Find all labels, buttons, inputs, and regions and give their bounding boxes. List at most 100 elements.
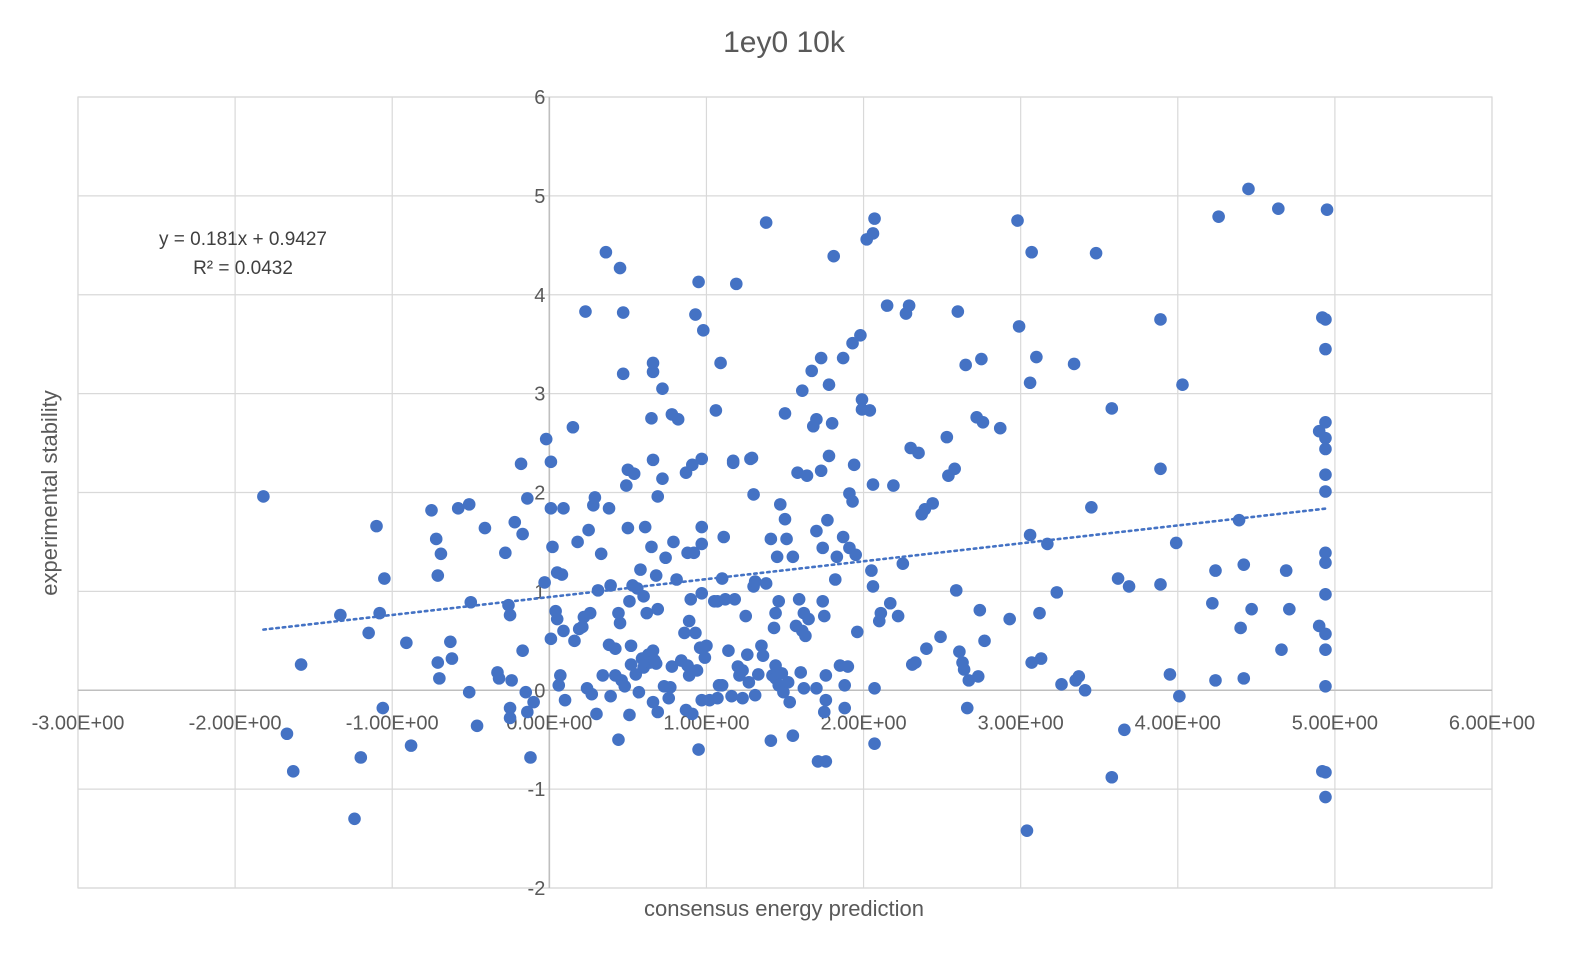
data-point [1237, 672, 1251, 685]
x-tick-label: 6.00E+00 [1449, 712, 1535, 734]
data-point [695, 587, 709, 600]
data-point [940, 430, 954, 444]
data-point [478, 521, 492, 535]
data-point [1319, 766, 1332, 779]
data-point [425, 503, 438, 517]
data-point [748, 575, 762, 588]
data-point [828, 573, 842, 586]
data-point [434, 547, 448, 561]
data-point [957, 663, 971, 676]
data-point [786, 729, 800, 743]
data-point [1232, 513, 1246, 527]
data-point [527, 695, 540, 709]
data-point [1169, 536, 1183, 550]
data-point [849, 548, 862, 562]
data-point [646, 453, 660, 467]
data-point [505, 674, 518, 687]
data-point [1041, 537, 1054, 551]
data-point [714, 356, 727, 370]
data-point [464, 595, 478, 609]
data-point [502, 598, 515, 612]
data-point [1237, 558, 1251, 571]
data-point [742, 676, 756, 689]
data-point [521, 705, 534, 719]
data-point [1089, 246, 1103, 260]
data-point [348, 812, 361, 826]
data-point [613, 261, 627, 275]
data-point [717, 530, 731, 544]
data-point [1111, 572, 1125, 585]
data-point [1319, 679, 1332, 693]
x-tick-label: -3.00E+00 [32, 712, 125, 734]
data-point [1118, 723, 1131, 737]
data-point [521, 492, 534, 505]
data-point [1122, 580, 1136, 593]
data-point [816, 594, 830, 608]
data-point [874, 606, 888, 620]
data-point [667, 535, 680, 549]
data-point [576, 620, 589, 634]
data-point [681, 659, 694, 672]
data-point [646, 365, 660, 379]
x-axis-tick-labels: -3.00E+00 -2.00E+00 -1.00E+00 0.00E+00 1.00E… [32, 712, 1536, 734]
data-point [759, 577, 773, 590]
data-point [819, 693, 833, 707]
data-point [794, 666, 808, 679]
y-tick-label: 1 [534, 581, 545, 603]
data-point [695, 537, 709, 551]
data-point [778, 512, 792, 526]
data-point [671, 413, 685, 426]
data-point [623, 594, 636, 608]
data-point [781, 676, 795, 689]
data-point [590, 707, 603, 721]
data-point [612, 733, 625, 746]
data-point [865, 564, 878, 577]
x-tick-label: -2.00E+00 [189, 712, 282, 734]
data-point [568, 634, 581, 648]
data-point [819, 755, 833, 768]
data-point [591, 584, 605, 597]
data-point [651, 602, 665, 616]
data-point [1003, 612, 1016, 626]
data-point [659, 551, 672, 565]
data-point [949, 584, 963, 597]
data-point [959, 358, 972, 372]
data-point [1025, 245, 1038, 259]
data-point [552, 679, 566, 692]
data-point [599, 245, 613, 259]
x-tick-label: 4.00E+00 [1135, 712, 1221, 734]
data-point [783, 695, 797, 709]
data-point [755, 639, 768, 653]
data-point [1319, 342, 1332, 356]
data-point [973, 603, 987, 617]
data-point [524, 751, 537, 764]
data-point [1319, 627, 1332, 641]
data-point [841, 660, 855, 673]
y-tick-label: 0 [534, 680, 545, 702]
data-point [825, 416, 839, 430]
data-point [810, 524, 823, 538]
data-point [775, 667, 789, 680]
data-point [689, 308, 702, 321]
data-point [1012, 320, 1026, 333]
data-point [1319, 431, 1332, 445]
data-point [539, 432, 553, 446]
data-point [429, 532, 443, 546]
data-point [1154, 462, 1167, 476]
data-point [404, 739, 418, 752]
data-point [544, 455, 558, 469]
data-point [976, 415, 990, 429]
data-point [695, 520, 709, 534]
data-point [896, 557, 910, 570]
y-tick-label: 4 [534, 285, 545, 307]
data-point [971, 670, 985, 683]
data-point [649, 657, 663, 670]
data-point [632, 685, 646, 699]
data-point [767, 621, 781, 635]
data-point [503, 701, 517, 715]
plot-area-border [77, 96, 1493, 889]
data-point [689, 626, 702, 640]
trendline-r-squared: R² = 0.0432 [193, 258, 293, 279]
data-point [684, 592, 698, 606]
data-point [891, 609, 905, 623]
